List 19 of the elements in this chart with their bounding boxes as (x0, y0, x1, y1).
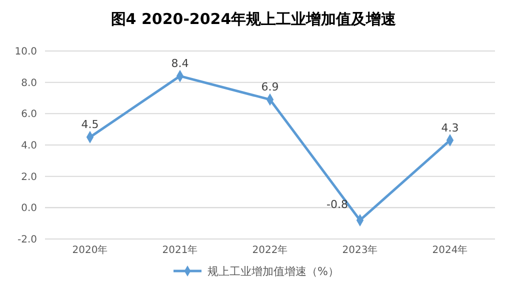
data-label: 4.3 (441, 121, 459, 134)
y-tick-label: 4.0 (21, 140, 37, 152)
data-label: 6.9 (261, 80, 279, 94)
y-tick-label: 2.0 (21, 172, 37, 183)
x-tick-label: 2020年 (72, 244, 108, 256)
data-label: -0.8 (326, 198, 348, 212)
x-tick-label: 2023年 (342, 244, 378, 256)
data-label: 8.4 (171, 57, 189, 70)
y-tick-label: -2.0 (17, 234, 37, 246)
x-tick-label: 2022年 (252, 244, 288, 256)
x-tick-label: 2021年 (162, 244, 198, 256)
legend-label: 规上工业增加值增速（%） (208, 264, 339, 278)
y-tick-label: 10.0 (14, 46, 37, 58)
data-label: 4.5 (81, 118, 99, 132)
y-tick-label: 6.0 (21, 109, 37, 120)
y-tick-label: 8.0 (21, 78, 37, 89)
x-tick-label: 2024年 (432, 244, 468, 256)
chart-title: 图4 2020-2024年规上工业增加值及增速 (110, 10, 398, 28)
y-tick-label: 0.0 (21, 203, 37, 214)
